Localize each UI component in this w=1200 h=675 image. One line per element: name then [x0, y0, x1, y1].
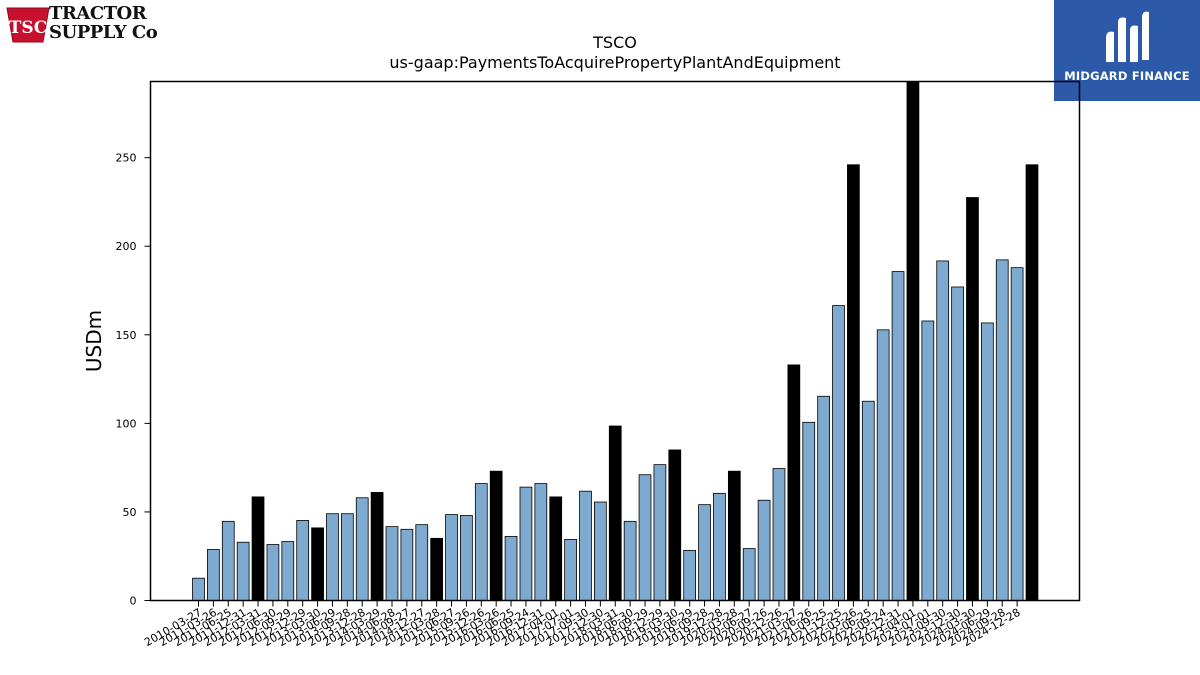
bar-annual	[906, 81, 920, 601]
bar-quarter	[1010, 267, 1024, 601]
bar-quarter	[385, 526, 399, 601]
bar-quarter	[936, 260, 950, 601]
bar-quarter	[832, 305, 845, 601]
y-tick-label: 200	[116, 240, 137, 253]
bar-quarter	[192, 577, 205, 601]
bar-quarter	[623, 520, 637, 601]
bar-quarter	[445, 514, 458, 601]
y-axis: 0 50 100 150 200 250	[116, 152, 151, 608]
bar-annual	[1025, 164, 1039, 601]
chart-title: TSCO	[592, 33, 637, 52]
bar-quarter	[519, 486, 533, 601]
midgard-finance-text: MIDGARD FINANCE	[1064, 69, 1190, 83]
bar-quarter	[504, 535, 518, 601]
y-tick-label: 250	[116, 152, 137, 165]
bar-quarter	[579, 490, 592, 601]
tsc-badge-text: TSC	[9, 18, 47, 38]
bar-annual	[847, 164, 860, 601]
bar-quarter	[400, 528, 414, 601]
bar-quarter	[951, 286, 964, 601]
bar-quarter	[326, 513, 339, 601]
bar-quarter	[236, 541, 250, 601]
bar-quarter	[266, 544, 280, 601]
bar-quarter	[698, 504, 711, 601]
wordmark-line2: SUPPLY Co	[49, 22, 158, 43]
bar-quarter	[757, 499, 771, 601]
bar-quarter	[876, 329, 890, 601]
bar-annual	[966, 197, 979, 601]
bar-quarter	[207, 549, 220, 601]
bar-quarter	[474, 483, 488, 601]
bar-quarter	[415, 524, 429, 601]
bar-annual	[489, 470, 503, 601]
bar-quarter	[683, 549, 697, 601]
bar-quarter	[296, 520, 310, 601]
midgard-finance-logo: MIDGARD FINANCE	[1054, 0, 1200, 101]
bar-annual	[608, 425, 622, 601]
bar-quarter	[921, 320, 935, 601]
tractor-supply-wordmark: TRACTOR SUPPLY Co	[49, 3, 158, 43]
tractor-supply-logo: TSC TRACTOR SUPPLY Co	[5, 4, 160, 48]
chart-subtitle: us-gaap:PaymentsToAcquirePropertyPlantAn…	[389, 53, 840, 72]
wordmark-line1: TRACTOR	[49, 3, 147, 24]
bar-quarter	[564, 538, 577, 601]
y-tick-label: 100	[116, 417, 137, 430]
bar-quarter	[742, 548, 756, 601]
bar-quarter	[980, 322, 994, 601]
y-tick-label: 0	[130, 595, 137, 608]
bars-group	[192, 81, 1039, 601]
bar-quarter	[281, 541, 295, 601]
bar-quarter	[638, 474, 652, 601]
bar-annual	[549, 496, 563, 601]
tsc-badge-icon: TSC	[6, 7, 50, 43]
plot-frame	[149, 80, 1081, 602]
bar-annual	[251, 496, 265, 601]
bar-quarter	[861, 400, 875, 601]
midgard-m-icon	[1106, 11, 1149, 62]
bar-quarter	[772, 468, 786, 601]
bar-annual	[370, 492, 384, 601]
bar-quarter	[340, 513, 354, 601]
bar-quarter	[995, 259, 1009, 601]
y-tick-label: 150	[116, 329, 137, 342]
bar-quarter	[594, 501, 607, 601]
y-axis-label: USDm	[82, 310, 106, 372]
bar-quarter	[713, 492, 726, 601]
bar-annual	[787, 364, 801, 601]
bar-quarter	[534, 483, 548, 601]
bar-quarter	[817, 395, 830, 601]
bar-quarter	[653, 464, 667, 601]
bar-annual	[311, 527, 324, 601]
y-tick-label: 50	[123, 506, 137, 519]
bar-annual	[430, 537, 443, 601]
bar-annual	[668, 449, 682, 601]
bar-quarter	[802, 421, 816, 601]
x-axis: 2010-03-272011-03-262011-06-252011-12-31…	[142, 600, 1023, 649]
bar-quarter	[221, 520, 235, 601]
bar-quarter	[355, 497, 369, 601]
bar-annual	[727, 470, 741, 601]
bar-quarter	[460, 515, 473, 601]
bar-quarter	[891, 271, 905, 601]
